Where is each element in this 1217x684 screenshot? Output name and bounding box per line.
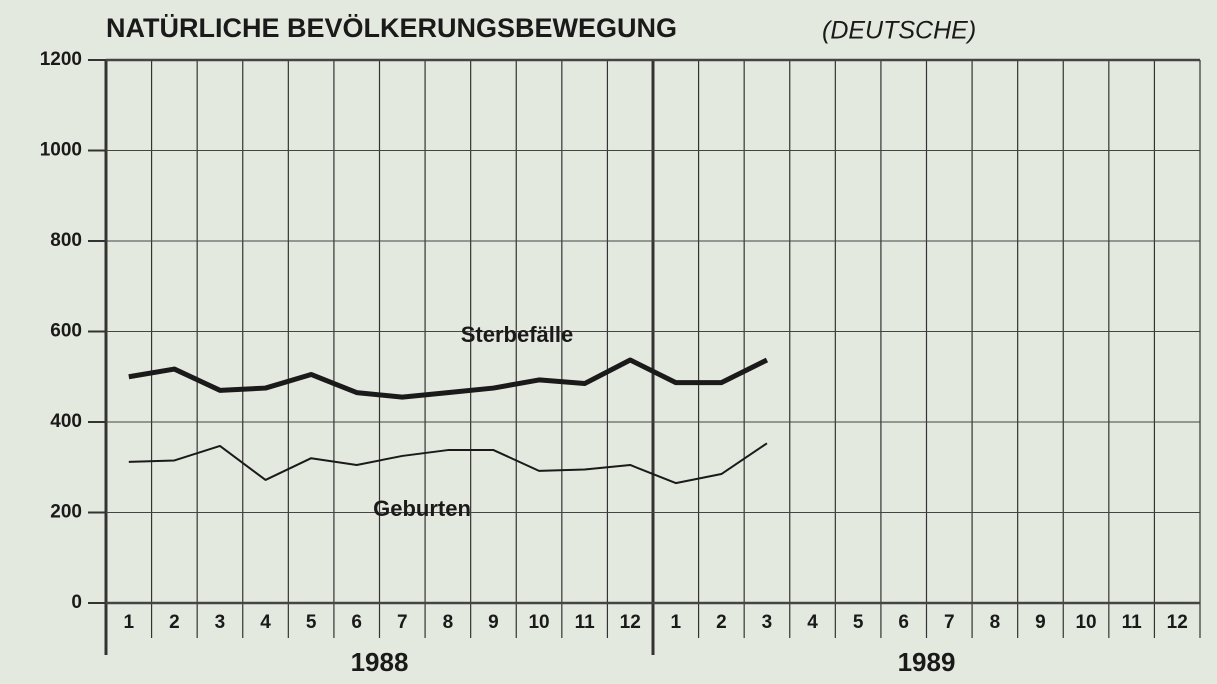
- x-tick-label: 6: [898, 612, 909, 633]
- x-tick-label: 2: [169, 612, 180, 633]
- year-label: 1989: [898, 647, 956, 677]
- x-tick-label: 2: [716, 612, 727, 633]
- series-label: Geburten: [373, 496, 471, 521]
- x-tick-label: 5: [853, 612, 864, 633]
- y-tick-label: 200: [50, 502, 82, 523]
- x-tick-label: 8: [443, 612, 454, 633]
- y-tick-label: 0: [71, 592, 82, 613]
- x-tick-label: 3: [215, 612, 226, 633]
- x-tick-label: 4: [807, 612, 818, 633]
- x-tick-label: 8: [990, 612, 1001, 633]
- x-tick-label: 3: [762, 612, 773, 633]
- x-tick-label: 11: [575, 612, 596, 633]
- chart-subtitle: (DEUTSCHE): [822, 17, 976, 45]
- x-tick-label: 1: [671, 612, 682, 633]
- x-tick-label: 9: [1035, 612, 1046, 633]
- y-tick-label: 1200: [40, 49, 82, 70]
- series-line: [128, 442, 768, 485]
- x-tick-label: 4: [260, 612, 271, 633]
- x-tick-label: 7: [944, 612, 955, 633]
- series-label: Sterbefälle: [461, 322, 574, 347]
- year-label: 1988: [351, 647, 409, 677]
- x-tick-label: 7: [397, 612, 408, 633]
- x-tick-label: 1: [124, 612, 135, 633]
- x-tick-label: 6: [351, 612, 362, 633]
- y-tick-label: 1000: [40, 140, 82, 161]
- series-line: [128, 357, 769, 400]
- y-tick-label: 600: [50, 321, 82, 342]
- chart-title: NATÜRLICHE BEVÖLKERUNGSBEWEGUNG: [106, 13, 677, 43]
- x-tick-label: 12: [620, 612, 641, 633]
- y-tick-label: 400: [50, 411, 82, 432]
- x-tick-label: 10: [528, 612, 549, 633]
- x-tick-label: 10: [1075, 612, 1096, 633]
- x-tick-label: 12: [1167, 612, 1188, 633]
- x-tick-label: 5: [306, 612, 317, 633]
- x-tick-label: 9: [488, 612, 499, 633]
- y-tick-label: 800: [50, 230, 82, 251]
- x-tick-label: 11: [1122, 612, 1143, 633]
